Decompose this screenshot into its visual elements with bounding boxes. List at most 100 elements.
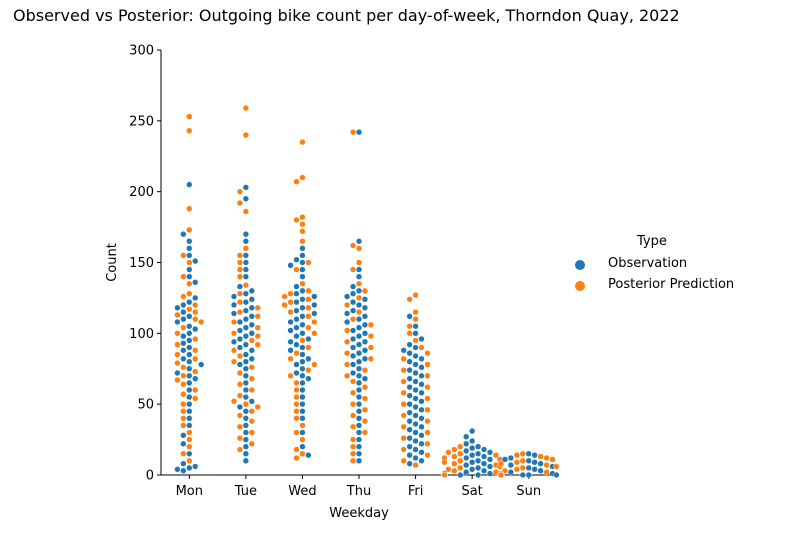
posterior-point bbox=[299, 280, 306, 287]
posterior-point bbox=[424, 406, 431, 413]
posterior-point bbox=[519, 450, 526, 457]
posterior-point bbox=[311, 361, 318, 368]
observation-point bbox=[344, 318, 351, 326]
posterior-point bbox=[192, 395, 199, 402]
observation-point bbox=[486, 449, 494, 456]
observation-point bbox=[349, 290, 357, 297]
x-tick-label: Mon bbox=[176, 484, 203, 499]
observation-point bbox=[486, 470, 494, 477]
posterior-point bbox=[400, 435, 407, 442]
observation-point bbox=[305, 375, 312, 382]
posterior-point bbox=[299, 436, 306, 443]
posterior-point bbox=[451, 467, 458, 474]
observation-point bbox=[311, 301, 318, 309]
posterior-point bbox=[519, 457, 526, 464]
observation-point bbox=[293, 256, 300, 263]
observation-point bbox=[236, 335, 244, 343]
observation-point bbox=[463, 469, 470, 476]
observation-point bbox=[349, 307, 357, 314]
posterior-point bbox=[242, 245, 249, 252]
observation-point bbox=[180, 301, 187, 309]
observation-point bbox=[355, 422, 363, 429]
observation-point bbox=[463, 440, 470, 447]
observation-point bbox=[474, 450, 482, 457]
observation-point bbox=[361, 321, 369, 328]
posterior-point bbox=[349, 316, 357, 323]
posterior-point bbox=[349, 450, 357, 457]
posterior-point bbox=[344, 327, 351, 334]
observation-point bbox=[406, 375, 413, 382]
posterior-point bbox=[174, 341, 181, 348]
posterior-point bbox=[248, 364, 255, 371]
observation-point bbox=[469, 466, 476, 473]
legend-marker bbox=[575, 281, 585, 291]
posterior-point bbox=[305, 304, 312, 311]
observation-point bbox=[469, 437, 476, 445]
observation-point bbox=[180, 347, 187, 354]
observation-point bbox=[418, 381, 425, 388]
observation-point bbox=[469, 427, 476, 435]
observation-point bbox=[248, 296, 255, 303]
posterior-point bbox=[242, 282, 249, 289]
observation-point bbox=[406, 341, 413, 348]
posterior-point bbox=[305, 313, 312, 320]
observation-point bbox=[299, 266, 306, 273]
posterior-point bbox=[311, 330, 318, 337]
posterior-point bbox=[287, 308, 294, 316]
posterior-point bbox=[293, 454, 300, 462]
observation-point bbox=[531, 466, 538, 473]
posterior-point bbox=[305, 344, 312, 351]
observation-point bbox=[236, 327, 244, 334]
observation-point bbox=[186, 365, 193, 372]
observation-point bbox=[248, 398, 255, 405]
observation-point bbox=[480, 460, 488, 467]
x-tick-label: Tue bbox=[234, 484, 257, 499]
posterior-point bbox=[451, 460, 458, 467]
observation-point bbox=[293, 333, 300, 340]
observation-point bbox=[349, 369, 357, 377]
posterior-point bbox=[236, 392, 244, 399]
posterior-point bbox=[180, 252, 187, 259]
posterior-point bbox=[406, 330, 413, 337]
posterior-point bbox=[186, 259, 193, 266]
posterior-point bbox=[180, 364, 187, 371]
observation-point bbox=[412, 429, 419, 436]
posterior-point bbox=[230, 330, 238, 337]
posterior-point bbox=[236, 299, 244, 306]
observation-point bbox=[355, 429, 363, 436]
posterior-point bbox=[299, 337, 306, 344]
observation-point bbox=[186, 245, 193, 252]
observation-point bbox=[349, 327, 357, 334]
observation-point bbox=[299, 273, 306, 280]
posterior-point bbox=[236, 290, 244, 297]
observation-point bbox=[355, 287, 363, 294]
observation-point bbox=[293, 361, 300, 368]
observation-point bbox=[400, 347, 407, 354]
observation-point bbox=[299, 393, 306, 401]
observation-point bbox=[418, 372, 425, 379]
posterior-point bbox=[230, 358, 238, 365]
observation-point bbox=[242, 365, 249, 372]
posterior-point bbox=[180, 422, 187, 429]
posterior-point bbox=[230, 347, 238, 354]
observation-point bbox=[412, 378, 419, 385]
observation-point bbox=[507, 469, 514, 476]
observation-point bbox=[299, 379, 306, 387]
observation-point bbox=[299, 408, 306, 415]
observation-point bbox=[299, 296, 306, 303]
observation-point bbox=[531, 452, 538, 459]
observation-point bbox=[355, 266, 363, 273]
observation-point bbox=[412, 386, 419, 394]
posterior-point bbox=[424, 350, 431, 357]
y-tick-label: 50 bbox=[137, 398, 154, 413]
observation-point bbox=[192, 294, 199, 302]
observation-point bbox=[412, 330, 419, 337]
posterior-point bbox=[293, 266, 300, 273]
observation-point bbox=[355, 401, 363, 408]
observation-point bbox=[406, 426, 413, 433]
observation-point bbox=[525, 471, 532, 479]
x-axis-label: Weekday bbox=[329, 506, 389, 521]
observation-point bbox=[299, 259, 306, 266]
observation-point bbox=[186, 344, 193, 351]
posterior-point bbox=[445, 449, 452, 456]
